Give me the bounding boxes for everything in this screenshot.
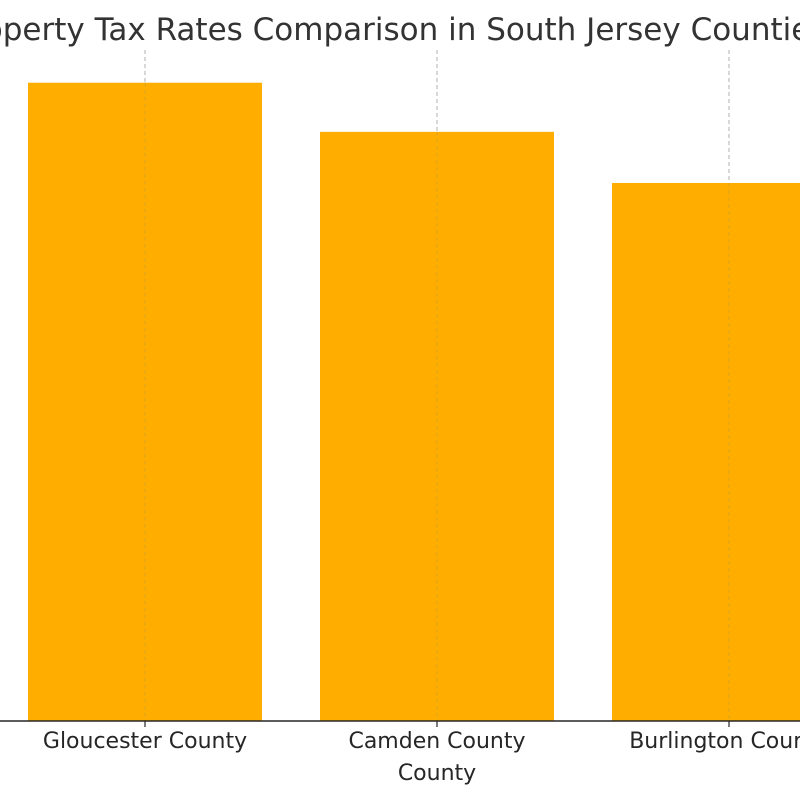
x-tick-label-line: Camden County — [348, 729, 525, 754]
x-axis-ticks — [144, 721, 730, 727]
x-axis-tick-labels: Gloucester County Camden County County Burl… — [43, 729, 800, 786]
x-tick-label-line: Burlington County — [629, 729, 800, 754]
x-tick-label-3: Burlington County — [629, 729, 800, 754]
chart-title: Property Tax Rates Comparison in South J… — [0, 12, 800, 48]
bar-3 — [612, 182, 800, 722]
bars — [28, 82, 800, 722]
gridlines-overlay — [144, 82, 730, 721]
x-tick-label-line: Gloucester County — [43, 729, 247, 754]
x-tick-label-1: Gloucester County — [43, 729, 247, 754]
x-tick-label-2: Camden County County — [348, 729, 525, 786]
x-tick-label-line: County — [398, 761, 476, 786]
